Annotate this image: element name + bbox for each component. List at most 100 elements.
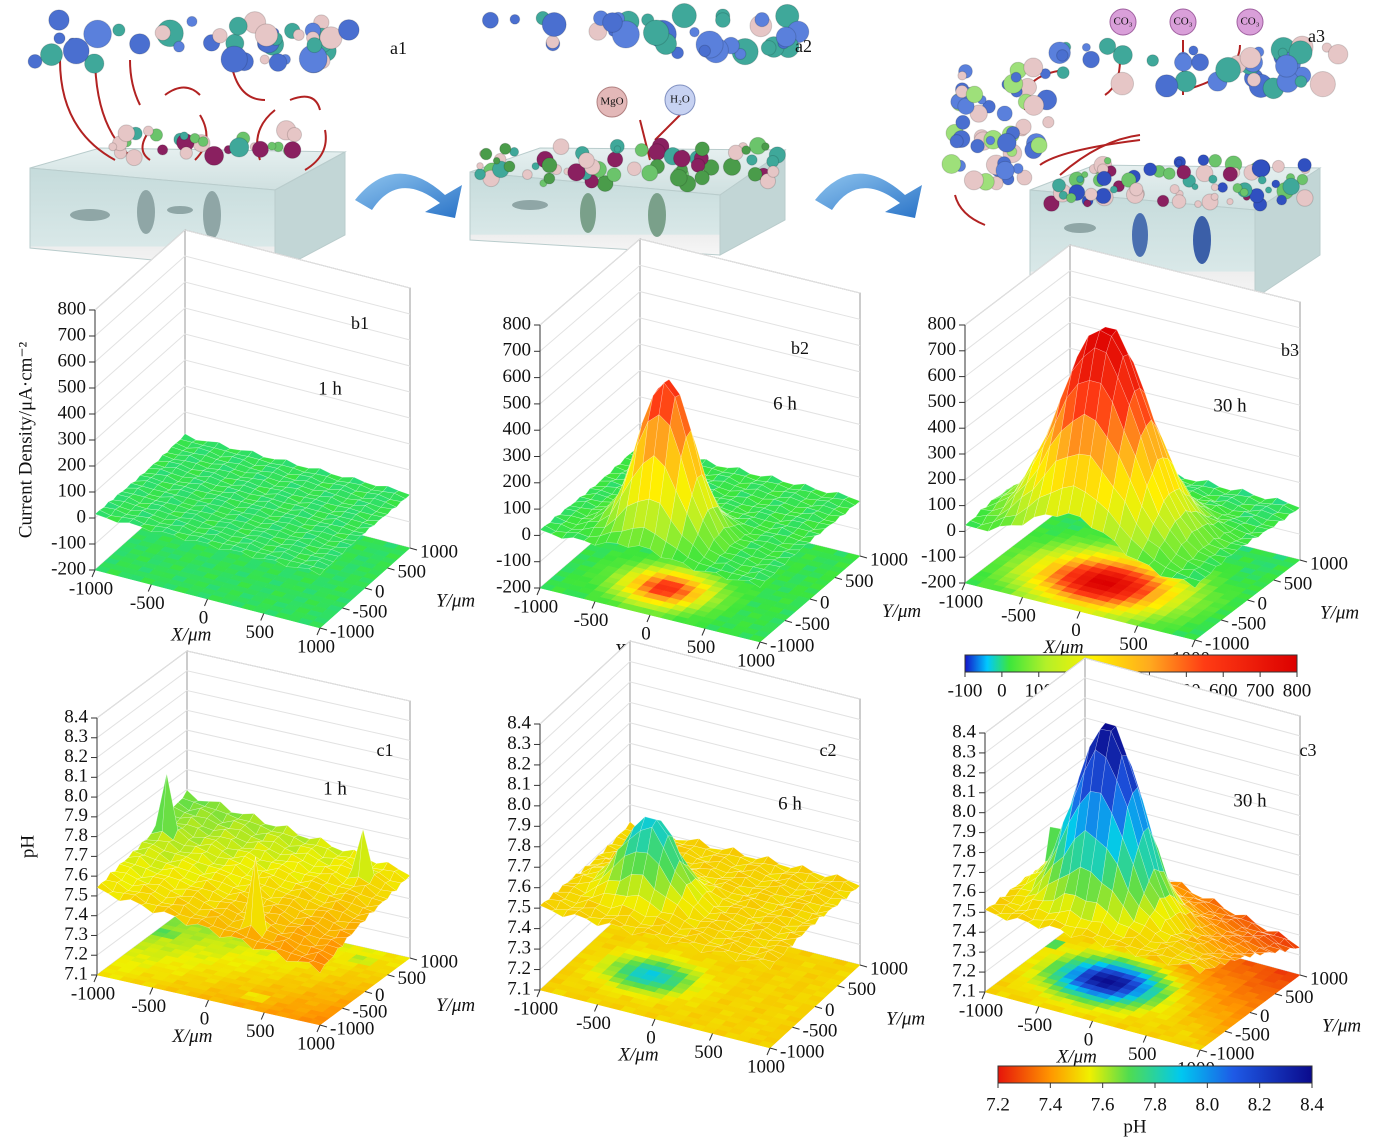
ion	[1104, 157, 1111, 164]
x-tick	[261, 1013, 264, 1020]
x-tick	[206, 1000, 209, 1007]
x-tick	[150, 988, 153, 995]
x-tick-label: -1000	[514, 596, 558, 617]
ion	[643, 20, 668, 45]
ion	[966, 86, 983, 103]
time-label: 6 h	[778, 793, 802, 814]
z-tick-label: 7.7	[507, 856, 531, 877]
y-axis-label: Y/μm	[1320, 602, 1359, 623]
ion	[1111, 72, 1134, 95]
ion	[627, 162, 641, 176]
y-tick	[343, 1008, 350, 1010]
ion	[716, 13, 731, 28]
y-tick	[785, 621, 792, 623]
z-tick-label: 7.6	[507, 876, 531, 897]
pore	[1132, 213, 1148, 257]
x-tick-label: -500	[130, 593, 165, 614]
x-tick-label: 500	[246, 1021, 275, 1042]
ion	[971, 139, 985, 153]
ion	[174, 41, 185, 52]
z-tick-label: 0	[522, 524, 532, 545]
pore	[137, 190, 155, 234]
z-tick-label: 8.2	[507, 753, 531, 774]
x-axis-label: X/μm	[617, 1044, 658, 1065]
z-tick-label: 7.3	[952, 941, 976, 962]
ion	[130, 34, 150, 54]
process-arrow	[355, 174, 462, 218]
ion	[670, 169, 687, 186]
ion	[755, 13, 769, 27]
x-tick	[92, 570, 95, 577]
ion	[674, 150, 691, 167]
ion	[1172, 195, 1186, 209]
y-tick	[410, 958, 417, 960]
y-tick-label: 1000	[870, 958, 908, 979]
y-tick-label: 1000	[420, 541, 458, 562]
x-tick-label: -500	[576, 1013, 611, 1034]
y-tick	[1248, 600, 1255, 602]
ion	[1024, 58, 1043, 77]
ion	[747, 155, 757, 165]
ion	[260, 55, 269, 64]
ion	[482, 12, 498, 28]
x-tick	[205, 599, 208, 606]
ion	[1085, 188, 1097, 200]
ion	[84, 20, 112, 48]
ion	[1097, 171, 1111, 185]
ion	[986, 136, 995, 145]
panel-label: c2	[820, 740, 837, 760]
ion	[221, 46, 247, 72]
y-tick	[815, 1007, 822, 1009]
y-tick	[320, 628, 327, 630]
ion	[1209, 175, 1217, 183]
ion	[1252, 160, 1270, 178]
z-tick-label: -100	[51, 532, 86, 553]
ion	[155, 25, 170, 40]
pore	[203, 191, 221, 239]
x-tick	[537, 990, 540, 997]
ion	[293, 29, 304, 40]
ion	[480, 148, 492, 160]
ion	[762, 143, 770, 151]
ion	[1052, 179, 1065, 192]
ion	[1130, 183, 1143, 196]
x-tick-label: -1000	[939, 591, 983, 612]
z-tick-label: 8.3	[952, 741, 976, 762]
y-tick-label: -1000	[330, 621, 374, 642]
ion	[1275, 55, 1297, 77]
z-tick-label: 7.7	[64, 845, 88, 866]
colorbar-tick-label: 0	[997, 680, 1007, 701]
ion	[1295, 76, 1307, 88]
y-tick-label: -1000	[770, 635, 814, 656]
z-tick-label: 500	[503, 392, 532, 413]
plot-3d: 8.48.38.28.18.07.97.87.77.67.57.47.37.27…	[17, 651, 475, 1054]
ion	[180, 132, 188, 140]
z-tick-label: -100	[496, 550, 531, 571]
x-tick-label: 500	[246, 622, 275, 643]
ion	[1066, 193, 1076, 203]
z-tick-label: 7.7	[952, 861, 976, 882]
ion	[28, 55, 42, 69]
ion	[996, 161, 1014, 179]
ion	[1258, 176, 1266, 184]
ion	[1209, 154, 1222, 167]
y-tick	[1300, 560, 1307, 562]
ion	[728, 145, 743, 160]
ion	[699, 45, 710, 56]
species-label: MgO	[600, 96, 623, 108]
ion	[113, 24, 125, 36]
ion	[198, 137, 208, 147]
x-tick	[767, 1048, 770, 1055]
ion	[1240, 188, 1248, 196]
ion	[1192, 54, 1209, 71]
pore	[1064, 223, 1096, 233]
y-axis-label: Y/μm	[882, 601, 921, 622]
y-tick-label: -500	[353, 601, 388, 622]
species-label: CO₃	[1240, 16, 1259, 28]
x-tick	[592, 602, 595, 609]
ion	[252, 141, 268, 157]
z-tick-label: 7.4	[64, 904, 88, 925]
y-axis-label: Y/μm	[436, 995, 475, 1016]
ion	[542, 158, 557, 173]
ion	[1110, 186, 1117, 193]
